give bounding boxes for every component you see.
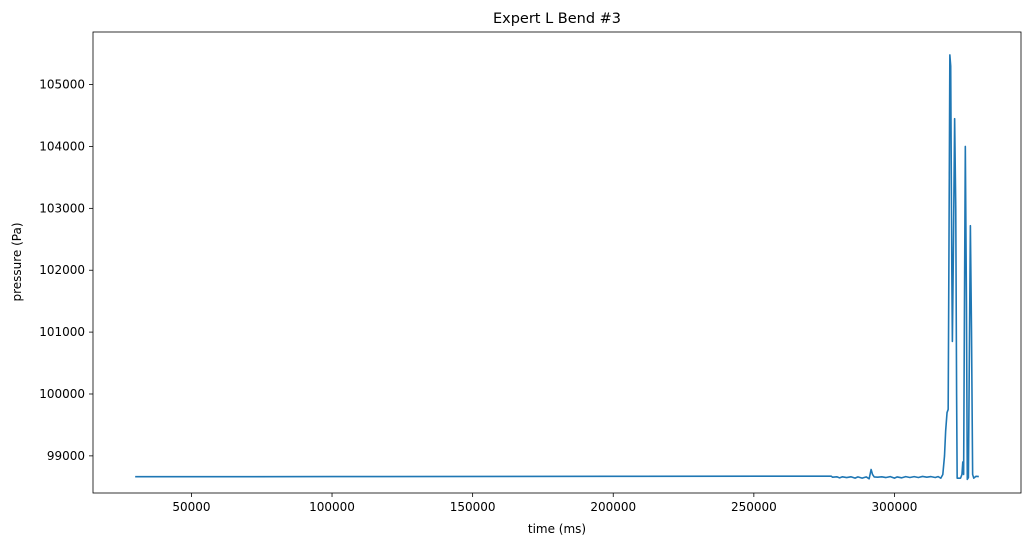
y-tick-label: 104000 [39, 139, 85, 153]
x-axis: 50000 100000 150000 200000 250000 300000 [172, 493, 917, 514]
x-tick-label: 150000 [450, 500, 496, 514]
y-tick-label: 105000 [39, 78, 85, 92]
y-axis-label: pressure (Pa) [10, 222, 24, 301]
x-tick-label: 50000 [172, 500, 210, 514]
y-tick-label: 103000 [39, 201, 85, 215]
y-tick-label: 101000 [39, 325, 85, 339]
plot-frame [92, 31, 1022, 494]
x-tick-label: 100000 [309, 500, 355, 514]
x-tick-label: 200000 [590, 500, 636, 514]
chart-title: Expert L Bend #3 [493, 11, 621, 27]
x-axis-label: time (ms) [528, 522, 586, 536]
y-tick-label: 102000 [39, 263, 85, 277]
plot-content [135, 54, 979, 481]
y-tick-label: 99000 [47, 449, 85, 463]
y-axis: 99000 100000 101000 102000 103000 104000 10500… [39, 78, 93, 463]
y-tick-label: 100000 [39, 387, 85, 401]
x-tick-label: 300000 [872, 500, 918, 514]
x-tick-label: 250000 [731, 500, 777, 514]
series-line-0 [135, 54, 979, 481]
